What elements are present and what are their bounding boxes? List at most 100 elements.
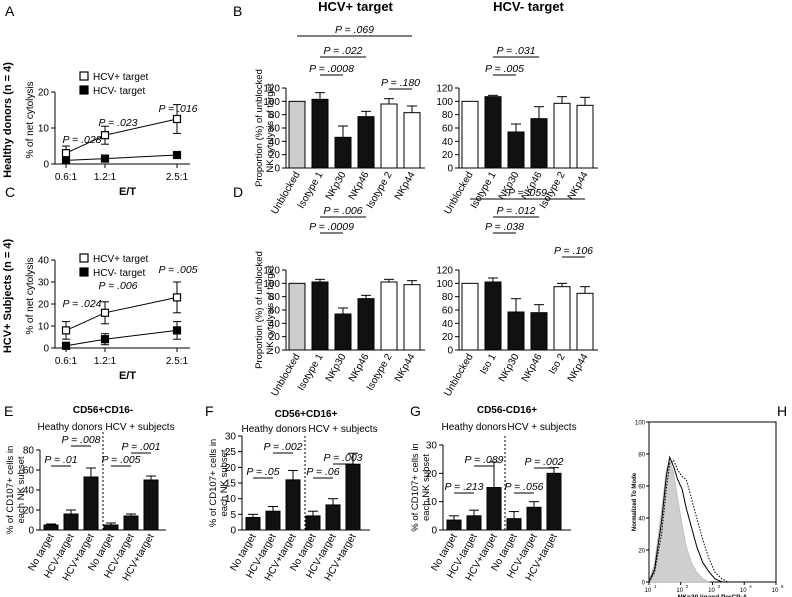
bar-isotype-1 bbox=[484, 96, 502, 169]
x-tick-label: Iso 2 bbox=[547, 352, 568, 377]
y-tick-label: 20 bbox=[426, 469, 438, 480]
series-line bbox=[65, 329, 178, 347]
y-axis-label: % of CD107+ cells in bbox=[410, 443, 421, 531]
bar-nkp44 bbox=[576, 292, 594, 351]
bar-hcv-target bbox=[123, 515, 139, 531]
x-tick-label: 10 bbox=[772, 588, 779, 594]
group-label: Heathy donors bbox=[241, 424, 306, 435]
p-value-label: P = .01 bbox=[44, 454, 77, 466]
y-tick-label: 40 bbox=[269, 319, 281, 330]
panel-title: HCV- target bbox=[493, 0, 564, 14]
bar-nkp46 bbox=[357, 116, 375, 169]
bar-hcv-target bbox=[345, 463, 361, 531]
y-tick-label: 30 bbox=[426, 441, 438, 452]
data-point bbox=[100, 131, 110, 140]
x-tick-label: 1.2:1 bbox=[94, 356, 117, 367]
y-tick-label: 40 bbox=[442, 137, 454, 148]
y-tick-label: 100 bbox=[263, 279, 280, 290]
legend-entry: HCV+ target bbox=[93, 254, 149, 265]
y-tick-label: 20 bbox=[23, 506, 35, 517]
y-tick-label: 40 bbox=[442, 319, 454, 330]
data-point bbox=[172, 326, 182, 335]
x-tick-label: NKp30 bbox=[324, 170, 349, 202]
x-tick-label: NKp46 bbox=[347, 170, 372, 202]
bar-hcv-target bbox=[285, 479, 301, 531]
x-tick-label: NKp44 bbox=[393, 352, 418, 384]
y-tick-label: 10 bbox=[38, 124, 50, 135]
p-value-label: P = .001 bbox=[121, 441, 160, 453]
y-axis-label: NK cytolysis of target bbox=[265, 265, 276, 355]
data-point bbox=[100, 154, 110, 163]
p-value-label: P = .0009 bbox=[309, 221, 354, 233]
y-tick-label: 120 bbox=[263, 84, 280, 95]
data-point bbox=[61, 326, 71, 335]
y-axis-label: % of net cytolysis bbox=[25, 257, 36, 334]
p-value-label: P = .0008 bbox=[309, 63, 354, 75]
y-axis-label: each NK subset bbox=[219, 449, 230, 516]
group-label: HCV + subjects bbox=[308, 424, 377, 435]
y-axis-label: Proportion (%) of unblocked bbox=[254, 69, 265, 187]
x-tick-exponent: 5 bbox=[781, 584, 784, 589]
y-tick-label: 100 bbox=[263, 97, 280, 108]
group-label: HCV + subjects bbox=[507, 422, 576, 433]
x-tick-label: Unblocked bbox=[269, 170, 302, 216]
data-point bbox=[172, 150, 182, 160]
data-point bbox=[100, 308, 110, 317]
y-tick-label: 80 bbox=[23, 446, 35, 457]
bar-nkp30 bbox=[507, 311, 525, 351]
group-label: Heathy donors bbox=[37, 422, 102, 433]
data-point bbox=[172, 114, 182, 124]
y-tick-label: 120 bbox=[436, 84, 453, 95]
p-value-label: P = .005 bbox=[485, 63, 524, 75]
y-tick-label: 60 bbox=[638, 485, 645, 491]
x-tick-label: Iso 1 bbox=[478, 352, 499, 377]
bar-no-target bbox=[305, 515, 321, 531]
y-tick-label: 20 bbox=[638, 549, 645, 555]
y-tick-label: 25 bbox=[225, 447, 237, 458]
bar-iso-1 bbox=[484, 281, 502, 351]
bar-no-target bbox=[43, 524, 59, 531]
bar-isotype-1 bbox=[311, 98, 329, 169]
y-tick-label: 20 bbox=[269, 332, 281, 343]
bar-unblocked bbox=[288, 100, 306, 169]
y-axis-label: % of CD107+ cells in bbox=[208, 439, 219, 527]
legend-marker bbox=[79, 71, 89, 81]
x-tick-label: 2.5:1 bbox=[166, 172, 189, 183]
x-tick-label: 10 bbox=[676, 588, 683, 594]
x-tick-exponent: 1 bbox=[654, 584, 657, 589]
panel-letter: H bbox=[777, 403, 787, 419]
bar-nkp44 bbox=[576, 104, 594, 169]
x-axis-label: E/T bbox=[119, 186, 136, 198]
p-value-label: P = .059 bbox=[508, 187, 547, 199]
data-point bbox=[61, 156, 71, 165]
x-tick-label: 0.6:1 bbox=[55, 172, 78, 183]
bar-nkp46 bbox=[357, 298, 375, 351]
bar-no-target bbox=[245, 516, 261, 531]
x-tick-exponent: 4 bbox=[749, 584, 752, 589]
x-tick-label: NKp44 bbox=[566, 352, 591, 384]
p-value-label: P = .002 bbox=[524, 456, 563, 468]
y-tick-label: 10 bbox=[225, 494, 237, 505]
bar-unblocked bbox=[288, 282, 306, 351]
bar-nkp46 bbox=[530, 118, 548, 169]
y-tick-label: 30 bbox=[225, 432, 237, 443]
bar-isotype-1 bbox=[311, 281, 329, 351]
y-tick-label: 80 bbox=[442, 110, 454, 121]
y-axis-label: each NK subset bbox=[16, 456, 27, 523]
bar-hcv-target bbox=[63, 513, 79, 531]
y-tick-label: 100 bbox=[436, 279, 453, 290]
y-tick-label: 120 bbox=[436, 266, 453, 277]
y-tick-label: 80 bbox=[269, 110, 281, 121]
p-value-label: P = .006 bbox=[98, 280, 137, 292]
bar-no-target bbox=[103, 524, 119, 531]
y-tick-label: 5 bbox=[230, 510, 236, 521]
p-value-label: P = .024 bbox=[62, 298, 101, 310]
panel-letter: A bbox=[5, 3, 15, 19]
y-tick-label: 0 bbox=[447, 164, 453, 175]
x-tick-label: 10 bbox=[645, 588, 652, 594]
panel-letter: F bbox=[205, 403, 214, 419]
histogram-isotype bbox=[648, 459, 710, 583]
panel-title: HCV+ target bbox=[318, 0, 393, 14]
bar-hcv-target bbox=[526, 506, 542, 531]
